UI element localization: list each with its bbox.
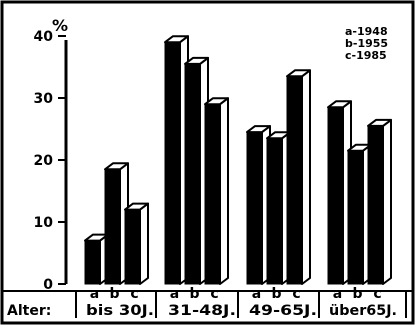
group-label: bis 30J. [86,303,154,319]
bar-front-face [347,150,364,285]
bar-front-face [327,106,344,285]
bar-front-face [124,209,141,285]
bar-c-0 [124,202,149,285]
y-axis-ticks: 0 10 20 30 40 [34,29,66,293]
legend-entry-a: a-1948 [345,25,388,38]
bar-letter: c [292,286,300,302]
bar-front-face [104,168,121,285]
bar-front-face [204,103,221,285]
y-tick-label: 30 [34,91,54,107]
group-labels: bis 30J. 31-48J. 49-65J. über65J. [86,303,397,319]
bar-c-1 [204,97,229,285]
x-axis-title: Alter: [7,303,51,319]
bar-letter: c [130,286,138,302]
bar-c-2 [286,69,311,285]
bar-front-face [84,240,101,285]
bar-letter: c [373,286,381,302]
bar-side-face [382,118,392,285]
bar-front-face [367,125,384,285]
group-label: 49-65J. [249,303,317,319]
bar-letter: a [170,286,179,302]
bar-front-face [246,131,263,285]
bar-side-face [139,202,149,285]
y-tick-label: 10 [34,215,54,231]
y-axis-unit: % [52,16,68,35]
bar-front-face [286,75,303,285]
bar-front-face [164,41,181,285]
bar-front-face [266,137,283,285]
legend: a-1948 b-1955 c-1985 [345,25,388,62]
bar-letter: c [210,286,218,302]
bar-letter: a [90,286,99,302]
group-label: über65J. [329,303,397,319]
y-tick-label: 20 [34,153,54,169]
bar-c-3 [367,118,392,285]
bar-letter: b [271,286,281,302]
bar-letter: a [333,286,342,302]
bar-front-face [184,63,201,285]
legend-entry-b: b-1955 [345,37,388,50]
bar-side-face [219,97,229,285]
bar-letter: b [109,286,119,302]
y-tick-label: 40 [34,29,54,45]
bar-letter: b [189,286,199,302]
bar-letter: b [352,286,362,302]
bar-side-face [301,69,311,285]
y-tick-label: 0 [43,277,53,293]
legend-entry-c: c-1985 [345,49,387,62]
group-label: 31-48J. [168,303,236,319]
bars [75,35,407,318]
bar-letter: a [252,286,261,302]
